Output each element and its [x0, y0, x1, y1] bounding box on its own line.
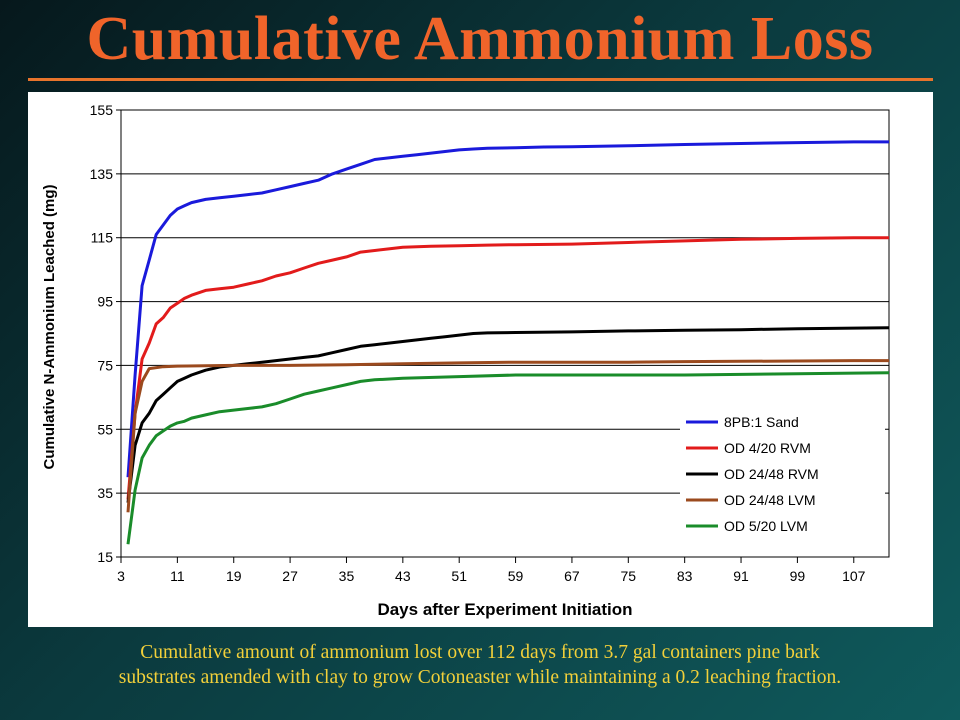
x-tick-label: 75 — [621, 568, 637, 584]
y-tick-label: 55 — [97, 421, 113, 437]
line-chart: 15 35 55 75 95 115 135 155 3 11 19 27 35 43 51 59 67 75 83… — [41, 102, 890, 619]
plot-frame — [120, 109, 890, 558]
legend-entry: OD 4/20 RVM — [724, 440, 811, 456]
y-tick-label: 115 — [91, 230, 114, 246]
figure-caption: Cumulative amount of ammonium lost over … — [0, 640, 960, 690]
x-tick-label: 19 — [226, 568, 242, 584]
slide-title: Cumulative Ammonium Loss — [86, 5, 874, 73]
title-divider — [28, 78, 933, 81]
legend-entry: OD 24/48 RVM — [724, 466, 819, 482]
legend-entry: 8PB:1 Sand — [724, 414, 799, 430]
x-tick-label: 35 — [339, 568, 355, 584]
series-line-od-24-48-lvm — [126, 359, 889, 513]
y-tick-label: 35 — [97, 485, 113, 501]
caption-line-2: substrates amended with clay to grow Cot… — [118, 667, 842, 688]
x-tick-label: 11 — [170, 568, 185, 584]
y-tick-label: 15 — [97, 549, 113, 565]
x-tick-label: 59 — [508, 568, 524, 584]
x-tick-label: 91 — [733, 568, 749, 584]
y-axis-label: Cumulative N-Ammonium Leached (mg) — [41, 184, 58, 469]
series-line-od-5-20-lvm — [126, 371, 890, 545]
axes: 15 35 55 75 95 115 135 155 3 11 19 27 35 43 51 59 67 75 83… — [90, 102, 890, 584]
series-line-8pb-1-sand — [126, 140, 889, 478]
x-tick-label: 107 — [842, 568, 866, 584]
y-tick-label: 135 — [90, 166, 114, 182]
x-tick-label: 27 — [282, 568, 298, 584]
x-axis-label: Days after Experiment Initiation — [377, 600, 632, 619]
y-tick-label: 95 — [97, 294, 113, 310]
x-tick-label: 51 — [451, 568, 467, 584]
x-tick-label: 3 — [117, 568, 125, 584]
x-tick-label: 83 — [677, 568, 693, 584]
x-tick-label: 99 — [790, 568, 806, 584]
legend-entry: OD 5/20 LVM — [724, 518, 808, 534]
y-tick-label: 155 — [90, 102, 114, 118]
series-line-od-24-48-rvm — [126, 326, 890, 503]
chart-panel: 15 35 55 75 95 115 135 155 3 11 19 27 35 43 51 59 67 75 83… — [28, 92, 933, 627]
legend: 8PB:1 Sand OD 4/20 RVM OD 24/48 RVM OD 24/4… — [680, 408, 885, 542]
x-tick-label: 43 — [395, 568, 411, 584]
series-lines — [126, 140, 890, 545]
legend-entry: OD 24/48 LVM — [724, 492, 816, 508]
caption-line-1: Cumulative amount of ammonium lost over … — [140, 642, 820, 663]
x-tick-label: 67 — [564, 568, 580, 584]
y-tick-label: 75 — [97, 357, 113, 373]
series-line-od-4-20-rvm — [126, 236, 889, 500]
